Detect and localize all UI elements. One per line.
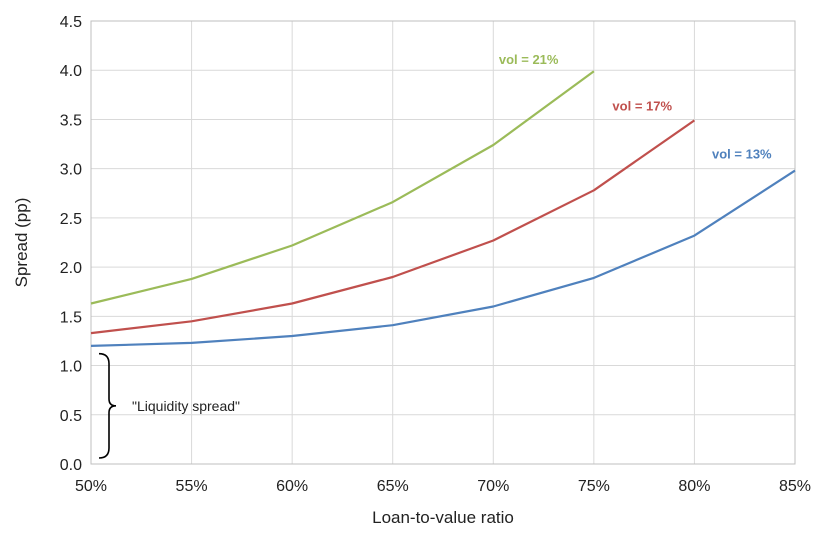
y-tick-label: 2.5 (60, 211, 82, 228)
series-line (90, 70, 595, 305)
x-tick-label: 50% (75, 478, 107, 495)
series-lines: vol = 21% vol = 17% vol = 13% (90, 52, 796, 347)
series-label: vol = 17% (612, 98, 672, 113)
series-label: vol = 13% (712, 147, 772, 162)
y-tick-label: 0.5 (60, 408, 82, 425)
y-axis-title: Spread (pp) (12, 198, 31, 288)
y-tick-label: 3.0 (60, 162, 82, 179)
annotation-label: "Liquidity spread" (132, 398, 240, 414)
series-label: vol = 21% (499, 52, 559, 67)
x-tick-label: 85% (779, 478, 811, 495)
brace-icon (98, 352, 117, 459)
x-tick-label: 75% (578, 478, 610, 495)
x-tick-label: 65% (377, 478, 409, 495)
y-tick-label: 3.5 (60, 112, 82, 129)
y-tick-label: 1.0 (60, 359, 82, 376)
y-tick-label: 4.0 (60, 63, 82, 80)
y-tick-label: 0.0 (60, 457, 82, 474)
series-line (90, 169, 796, 347)
x-tick-label: 70% (477, 478, 509, 495)
x-tick-label: 80% (678, 478, 710, 495)
plot-area (90, 20, 796, 465)
y-tick-label: 2.0 (60, 260, 82, 277)
x-tick-label: 55% (176, 478, 208, 495)
x-axis-ticks: 50% 55% 60% 65% 70% 75% 80% 85% (75, 478, 811, 495)
annotation: "Liquidity spread" (98, 352, 240, 459)
y-tick-label: 4.5 (60, 14, 82, 31)
y-tick-label: 1.5 (60, 309, 82, 326)
y-axis-ticks: 0.0 0.5 1.0 1.5 2.0 2.5 3.0 3.5 4.0 4.5 (60, 14, 82, 474)
series-line (90, 119, 696, 335)
x-tick-label: 60% (276, 478, 308, 495)
x-axis-title: Loan-to-value ratio (372, 508, 514, 527)
